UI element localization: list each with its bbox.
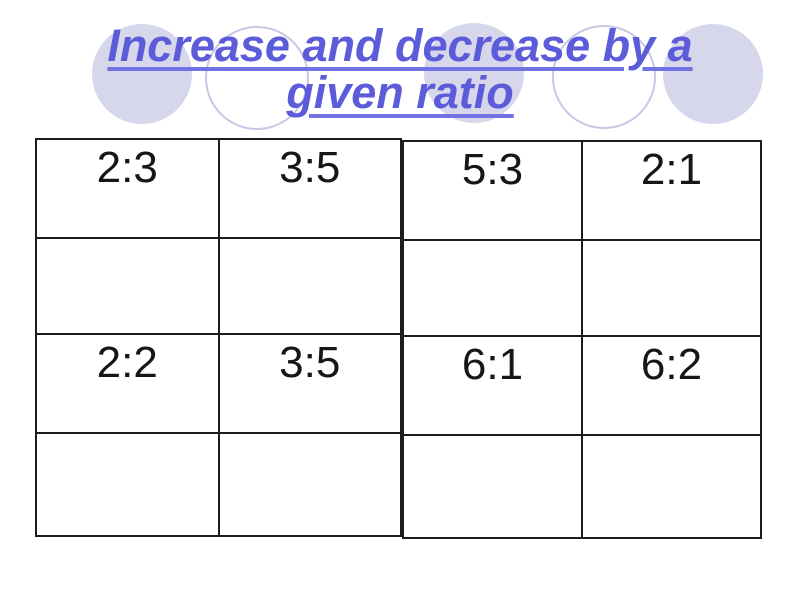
ratio-cell-empty (217, 237, 402, 335)
title-line-2: given ratio (286, 67, 514, 118)
table-row: 5:3 2:1 (402, 140, 762, 241)
table-row: 6:1 6:2 (402, 335, 762, 436)
ratio-cell-empty (581, 434, 762, 539)
ratio-cell: 6:2 (581, 335, 762, 436)
ratio-cell: 3:5 (217, 138, 402, 239)
table-row (35, 237, 402, 335)
ratio-table-right: 5:3 2:1 6:1 6:2 (402, 140, 762, 539)
page-title: Increase and decrease by a given ratio (0, 22, 800, 116)
table-row (402, 239, 762, 337)
ratio-cell: 2:3 (35, 138, 220, 239)
title-line-1: Increase and decrease by a (107, 20, 693, 71)
decorative-circle-filled (424, 23, 524, 123)
ratio-cell-empty (402, 434, 583, 539)
ratio-cell-empty (581, 239, 762, 337)
ratio-cell: 3:5 (217, 333, 402, 434)
ratio-cell-empty (217, 432, 402, 537)
table-row (402, 434, 762, 539)
ratio-cell: 2:2 (35, 333, 220, 434)
ratio-cell-empty (402, 239, 583, 337)
ratio-cell: 2:1 (581, 140, 762, 241)
decorative-circle-filled (92, 24, 192, 124)
table-row: 2:3 3:5 (35, 138, 402, 239)
ratio-cell: 5:3 (402, 140, 583, 241)
decorative-circle-outline (552, 25, 656, 129)
ratio-cell: 6:1 (402, 335, 583, 436)
decorative-circle-filled (663, 24, 763, 124)
ratio-table-left: 2:3 3:5 2:2 3:5 (35, 138, 402, 537)
ratio-cell-empty (35, 432, 220, 537)
table-row (35, 432, 402, 537)
table-row: 2:2 3:5 (35, 333, 402, 434)
decorative-circle-outline (205, 26, 309, 130)
ratio-cell-empty (35, 237, 220, 335)
